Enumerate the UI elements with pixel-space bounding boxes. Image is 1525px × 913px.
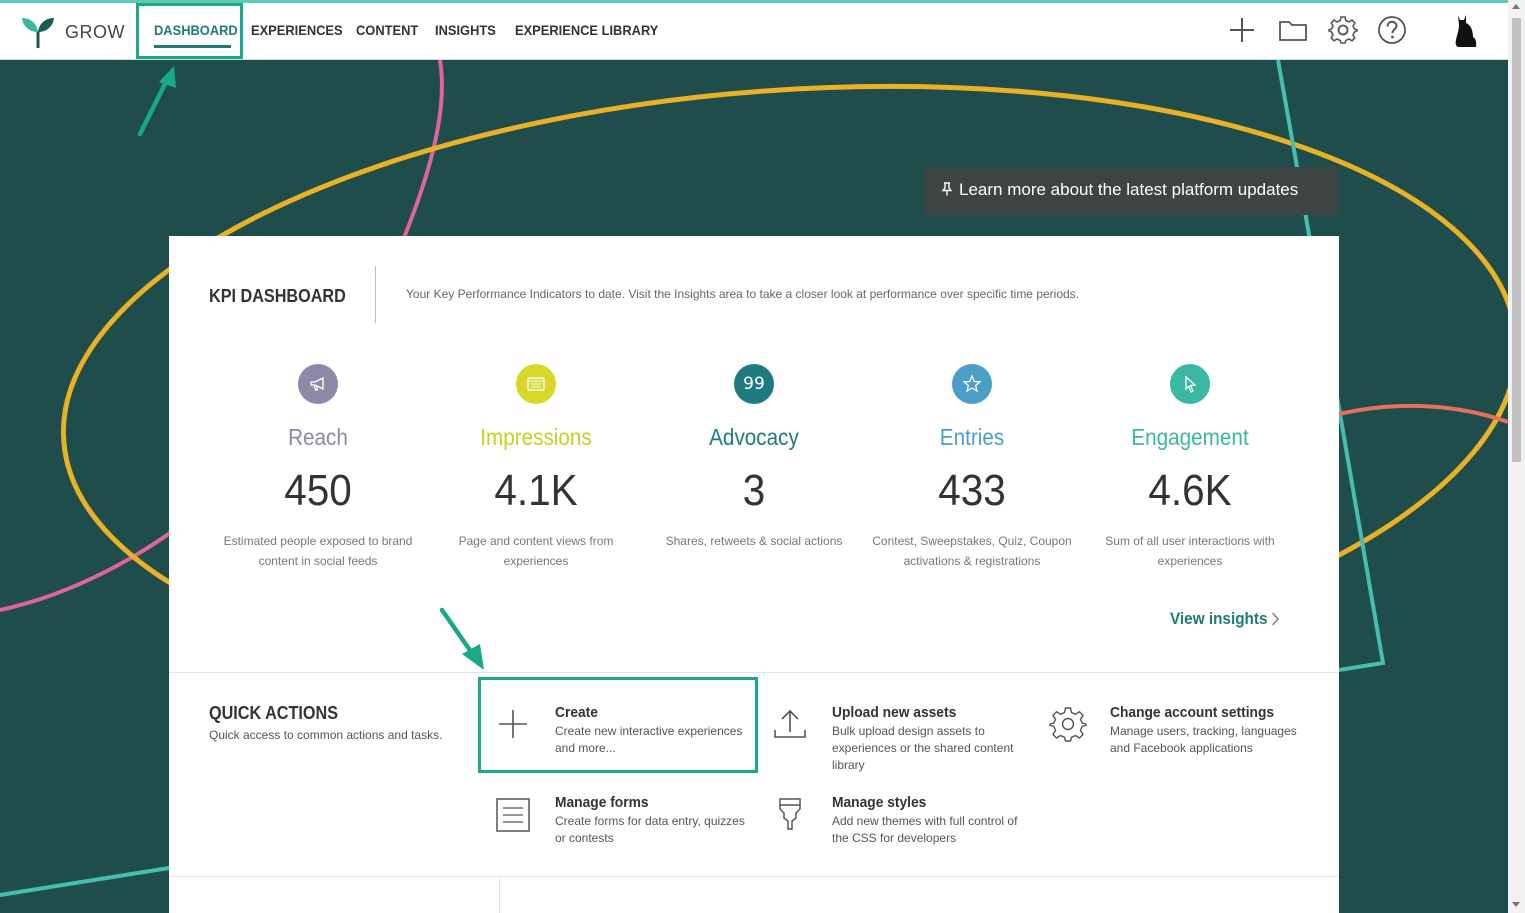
cursor-icon [1170, 364, 1210, 404]
kpi-subtext: Shares, retweets & social actions [665, 534, 843, 548]
kpi-engagement: Engagement 4.6K Sum of all user interact… [1081, 364, 1299, 571]
nav-experiences[interactable]: EXPERIENCES [251, 22, 343, 38]
kpi-subtext: Sum of all user interactions with experi… [1105, 534, 1275, 568]
plus-icon [499, 710, 527, 738]
kpi-value: 4.1K [494, 466, 578, 515]
action-desc: Bulk upload design assets to experiences… [832, 724, 1014, 772]
platform-updates-banner[interactable]: Learn more about the latest platform upd… [924, 167, 1339, 215]
kpi-entries: Entries 433 Contest, Sweepstakes, Quiz, … [863, 364, 1081, 571]
browser-icon [516, 364, 556, 404]
kpi-label: Entries [939, 424, 1005, 450]
kpi-label: Impressions [480, 424, 592, 450]
nav-content[interactable]: CONTENT [356, 22, 419, 38]
upload-icon [774, 709, 806, 738]
plus-icon[interactable] [1227, 15, 1257, 45]
megaphone-icon [298, 364, 338, 404]
nav-experience-library[interactable]: EXPERIENCE LIBRARY [515, 22, 659, 38]
action-title: Create [555, 704, 598, 721]
pin-icon [941, 182, 953, 196]
top-accent-line [0, 0, 1508, 3]
highlight-dashboard-box [136, 3, 243, 59]
kpi-label: Reach [288, 424, 348, 450]
banner-text: Learn more about the latest platform upd… [959, 180, 1299, 199]
nav-active-underline [154, 45, 231, 48]
kpi-subtext: Contest, Sweepstakes, Quiz, Coupon activ… [872, 534, 1072, 568]
action-create[interactable]: Create Create new interactive experience… [493, 704, 753, 764]
action-desc: Add new themes with full control of the … [832, 814, 1018, 845]
cat-avatar-icon[interactable] [1449, 13, 1479, 49]
kpi-impressions: Impressions 4.1K Page and content views … [427, 364, 645, 571]
vertical-scrollbar[interactable] [1508, 0, 1525, 913]
chevron-right-icon [1272, 612, 1280, 626]
action-manage-styles[interactable]: Manage styles Add new themes with full c… [770, 794, 1030, 854]
kpi-label: Advocacy [709, 424, 799, 450]
kpi-label: Engagement [1131, 424, 1249, 450]
form-icon [496, 798, 530, 832]
view-insights-link[interactable]: View insights [1170, 609, 1280, 629]
annotation-arrow-icon [137, 66, 176, 137]
view-insights-label: View insights [1170, 609, 1268, 628]
action-title: Manage forms [555, 794, 649, 811]
kpi-subtext: Estimated people exposed to brand conten… [223, 534, 413, 568]
action-account-settings[interactable]: Change account settings Manage users, tr… [1048, 704, 1308, 764]
action-title: Change account settings [1110, 704, 1275, 721]
quote-icon-text: 99 [743, 374, 765, 394]
kpi-reach: Reach 450 Estimated people exposed to br… [209, 364, 427, 571]
kpi-title: KPI DASHBOARD [209, 286, 346, 306]
kpi-value: 433 [938, 466, 1006, 515]
annotation-arrow-icon [439, 607, 484, 670]
grow-logo-icon [22, 18, 54, 48]
bottom-vertical-separator [499, 876, 500, 913]
kpi-description: Your Key Performance Indicators to date.… [406, 287, 1080, 301]
kpi-advocacy: 99 Advocacy 3 Shares, retweets & social … [645, 364, 863, 551]
quick-actions-subtitle: Quick access to common actions and tasks… [209, 728, 443, 742]
brush-icon [779, 798, 801, 830]
kpi-value: 4.6K [1148, 466, 1232, 515]
kpi-divider [375, 266, 376, 323]
star-icon [952, 364, 992, 404]
action-title: Manage styles [832, 794, 927, 811]
action-desc: Manage users, tracking, languages and Fa… [1110, 724, 1297, 755]
action-desc: Create forms for data entry, quizzes or … [555, 814, 745, 845]
highlight-create-box [478, 677, 758, 773]
gear-icon [1049, 707, 1087, 742]
kpi-subtext: Page and content views from experiences [458, 534, 614, 568]
action-upload-assets[interactable]: Upload new assets Bulk upload design ass… [770, 704, 1030, 772]
dashboard-card: KPI DASHBOARD Your Key Performance Indic… [169, 236, 1339, 913]
scroll-down-icon[interactable] [1512, 902, 1520, 907]
bottom-separator [169, 876, 1339, 877]
quote-icon: 99 [734, 364, 774, 404]
brand-name: GROW [65, 22, 125, 42]
top-navbar: GROW DASHBOARD EXPERIENCES CONTENT INSIG… [0, 3, 1508, 60]
scroll-up-icon[interactable] [1512, 4, 1520, 9]
quick-actions-title: QUICK ACTIONS [209, 703, 339, 723]
nav-dashboard[interactable]: DASHBOARD [154, 22, 238, 38]
action-desc: Create new interactive experiences and m… [555, 724, 743, 755]
help-icon[interactable] [1377, 15, 1407, 45]
action-title: Upload new assets [832, 704, 957, 721]
kpi-value: 450 [284, 466, 352, 515]
nav-insights[interactable]: INSIGHTS [435, 22, 496, 38]
action-manage-forms[interactable]: Manage forms Create forms for data entry… [493, 794, 753, 854]
folder-icon[interactable] [1278, 15, 1308, 45]
quick-actions-separator [169, 672, 1339, 673]
scrollbar-thumb[interactable] [1512, 18, 1521, 462]
kpi-value: 3 [742, 466, 766, 515]
gear-icon[interactable] [1328, 15, 1358, 45]
